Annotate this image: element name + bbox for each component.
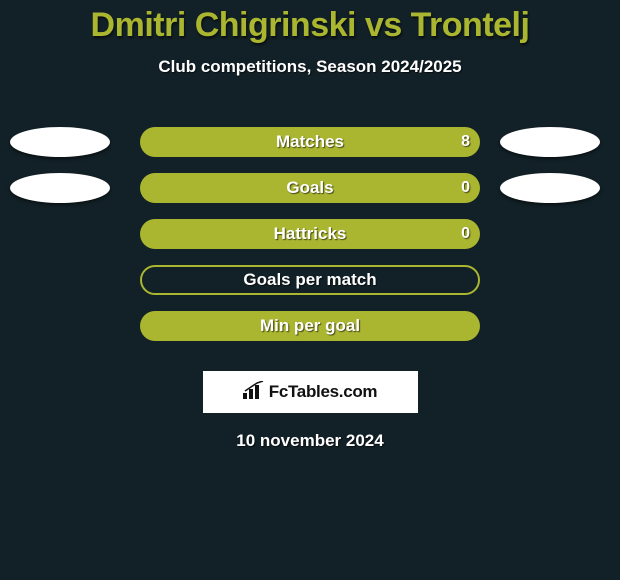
page-subtitle: Club competitions, Season 2024/2025	[0, 57, 620, 77]
ellipse-right	[500, 173, 600, 203]
date-text: 10 november 2024	[0, 431, 620, 451]
stat-bar	[140, 219, 480, 249]
logo-box: FcTables.com	[203, 371, 418, 413]
stat-row: Goals per match	[0, 257, 620, 303]
stat-row: Goals0	[0, 165, 620, 211]
ellipse-right	[500, 127, 600, 157]
stat-rows-container: Matches8Goals0Hattricks0Goals per matchM…	[0, 119, 620, 349]
chart-icon	[243, 381, 265, 404]
stat-row: Min per goal	[0, 303, 620, 349]
stat-bar	[140, 265, 480, 295]
ellipse-left	[10, 173, 110, 203]
stat-bar	[140, 311, 480, 341]
page-title: Dmitri Chigrinski vs Trontelj	[0, 6, 620, 45]
stat-bar	[140, 173, 480, 203]
logo-text: FcTables.com	[269, 382, 378, 402]
stat-row: Hattricks0	[0, 211, 620, 257]
stat-row: Matches8	[0, 119, 620, 165]
stat-bar	[140, 127, 480, 157]
ellipse-left	[10, 127, 110, 157]
